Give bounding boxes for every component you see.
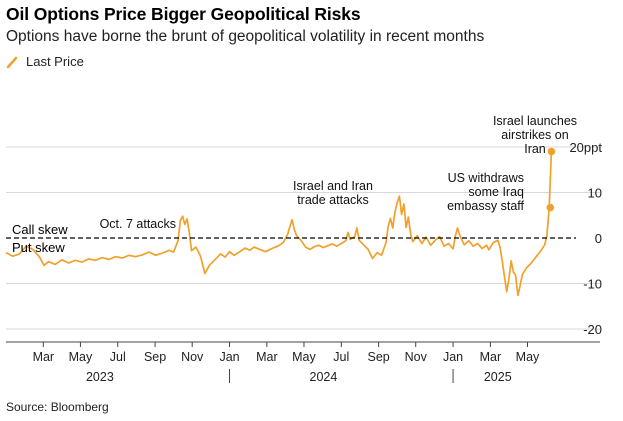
legend: Last Price	[6, 54, 84, 69]
x-tick-label: Mar	[256, 350, 278, 364]
year-label: 2023	[86, 370, 114, 384]
put-skew-label: Put skew	[12, 240, 65, 255]
x-tick-label: May	[516, 350, 540, 364]
chart-subtitle: Options have borne the brunt of geopolit…	[6, 28, 485, 45]
x-tick-label: Sep	[367, 350, 389, 364]
annotation-label: US withdraws	[448, 171, 524, 185]
annotation-label: Oct. 7 attacks	[100, 217, 176, 231]
x-tick-label: Nov	[405, 350, 428, 364]
highlight-point	[546, 203, 555, 212]
annotation-label: Israel launches	[493, 114, 577, 128]
legend-label: Last Price	[26, 54, 84, 69]
legend-swatch-icon	[6, 56, 18, 68]
x-tick-label: Jan	[219, 350, 239, 364]
x-tick-label: Jan	[443, 350, 463, 364]
x-tick-label: Jul	[333, 350, 349, 364]
x-tick-label: Jul	[110, 350, 126, 364]
y-tick-label: -10	[583, 277, 602, 292]
annotation-label: embassy staff	[447, 199, 524, 213]
x-tick-label: Sep	[144, 350, 166, 364]
x-tick-label: Mar	[480, 350, 502, 364]
y-tick-label: 20ppt	[569, 140, 602, 155]
annotation-label: Israel and Iran	[293, 179, 373, 193]
x-tick-label: Nov	[181, 350, 204, 364]
x-tick-label: Mar	[33, 350, 55, 364]
chart-title: Oil Options Price Bigger Geopolitical Ri…	[6, 4, 361, 24]
x-tick-label: May	[292, 350, 316, 364]
y-tick-label: -20	[583, 322, 602, 337]
call-skew-label: Call skew	[12, 222, 68, 237]
annotation-label: Iran	[524, 142, 546, 156]
annotation-label: some Iraq	[468, 185, 524, 199]
x-tick-label: May	[69, 350, 93, 364]
annotation-label: trade attacks	[297, 193, 369, 207]
series-line-last-price	[5, 151, 553, 297]
year-label: 2025	[484, 370, 512, 384]
source-note: Source: Bloomberg	[6, 400, 109, 414]
y-tick-label: 0	[595, 231, 602, 246]
y-tick-label: 10	[588, 186, 602, 201]
annotation-label: airstrikes on	[501, 128, 568, 142]
highlight-point	[547, 147, 556, 156]
year-label: 2024	[310, 370, 338, 384]
